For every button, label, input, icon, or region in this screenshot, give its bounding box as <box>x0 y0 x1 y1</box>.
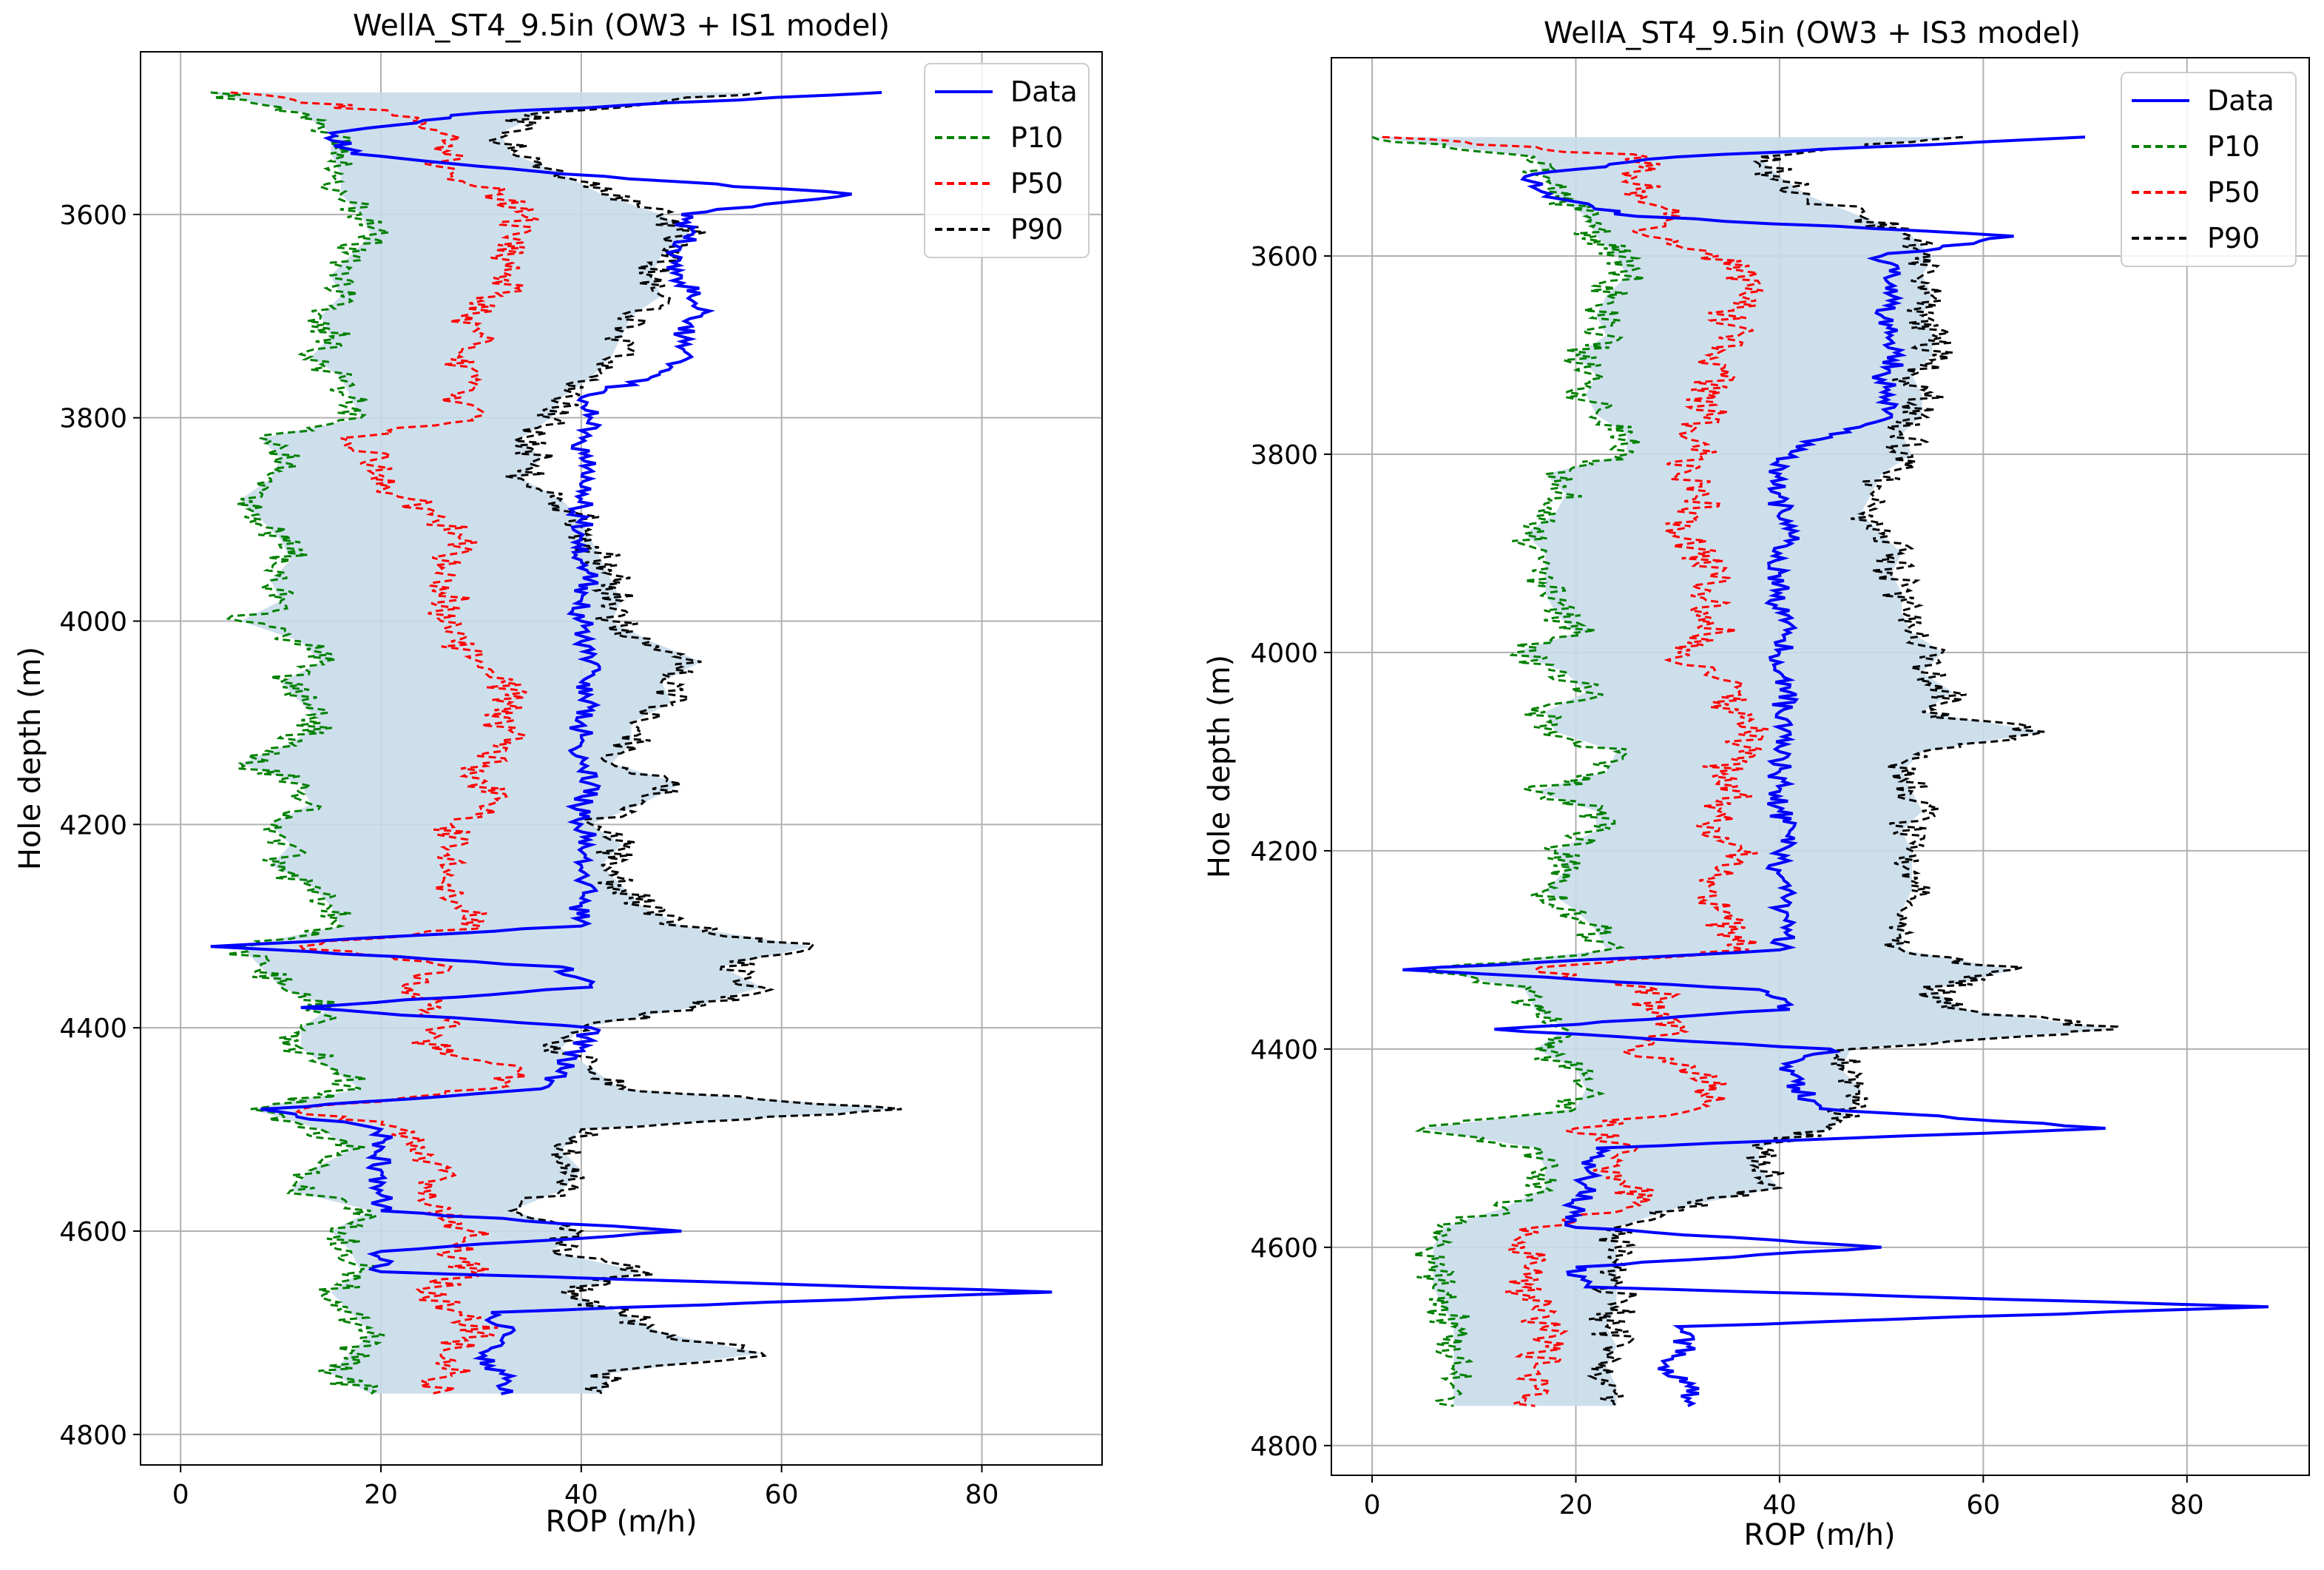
y-tick-label: 4200 <box>59 810 127 840</box>
plot-frame <box>1331 57 2310 1476</box>
y-tick-label: 3600 <box>59 201 127 231</box>
series-line-p50 <box>1382 135 1769 1407</box>
y-tick-label: 4200 <box>1250 837 1318 867</box>
shaded-band <box>210 92 902 1394</box>
legend-label-p90: P90 <box>1010 213 1063 246</box>
y-tick-label: 4800 <box>1250 1432 1318 1462</box>
x-tick-label: 40 <box>1763 1490 1797 1520</box>
y-tick-label: 4800 <box>59 1421 127 1451</box>
series-line-p90 <box>484 91 902 1395</box>
x-tick-label: 0 <box>1364 1490 1381 1520</box>
legend-label-p50: P50 <box>2207 176 2260 209</box>
x-tick-label: 60 <box>1966 1490 2000 1520</box>
series-line-data <box>210 91 1053 1395</box>
chart-left: WellA_ST4_9.5in (OW3 + IS1 model) 0 20 40 6… <box>13 9 1103 1539</box>
series-line-p10 <box>1371 135 1645 1407</box>
legend-label-data: Data <box>1010 75 1078 108</box>
legend-label-p90: P90 <box>2207 222 2260 255</box>
chart-right: WellA_ST4_9.5in (OW3 + IS3 model) 0 20 40 6… <box>1203 16 2310 1552</box>
series-lines <box>1371 135 2269 1407</box>
y-tick-label: 3800 <box>59 404 127 434</box>
y-tick-label: 4000 <box>1250 639 1318 669</box>
y-tick-label: 3800 <box>1250 440 1318 471</box>
legend: Data P10 P50 P90 <box>924 63 1090 258</box>
chart-title: WellA_ST4_9.5in (OW3 + IS1 model) <box>353 9 890 43</box>
y-axis-label: Hole depth (m) <box>13 647 47 870</box>
y-tick-label: 4000 <box>59 607 127 637</box>
p10-p90-band <box>210 92 902 1394</box>
legend-frame <box>924 63 1090 258</box>
p10-p90-band <box>1372 137 2116 1406</box>
x-tick-label: 40 <box>564 1480 598 1510</box>
shaded-band <box>1372 137 2116 1406</box>
x-tick-label: 80 <box>2170 1490 2204 1520</box>
y-tick-label: 4600 <box>1250 1233 1318 1264</box>
axis-ticks: 0 20 40 60 80 3600 3800 4000 4200 4400 4600 4800 <box>59 201 999 1510</box>
y-tick-label: 4600 <box>59 1217 127 1247</box>
series-lines <box>210 91 1053 1395</box>
series-line-p90 <box>1587 135 2119 1407</box>
x-tick-label: 20 <box>364 1480 398 1510</box>
y-tick-label: 4400 <box>59 1014 127 1044</box>
x-axis-label: ROP (m/h) <box>1743 1518 1895 1552</box>
legend-frame <box>2121 72 2297 267</box>
legend: Data P10 P50 P90 <box>2121 72 2297 267</box>
y-tick-label: 3600 <box>1250 242 1318 272</box>
series-line-p10 <box>210 91 390 1395</box>
chart-title: WellA_ST4_9.5in (OW3 + IS3 model) <box>1544 16 2081 50</box>
x-tick-label: 80 <box>965 1480 999 1510</box>
x-tick-label: 60 <box>765 1480 799 1510</box>
x-tick-label: 20 <box>1559 1490 1593 1520</box>
legend-label-p10: P10 <box>2207 130 2260 163</box>
x-axis-label: ROP (m/h) <box>545 1505 697 1539</box>
legend-label-p50: P50 <box>1010 167 1063 200</box>
series-line-p50 <box>230 91 539 1395</box>
x-tick-label: 0 <box>172 1480 189 1510</box>
y-axis-label: Hole depth (m) <box>1203 655 1237 878</box>
axis-ticks: 0 20 40 60 80 3600 3800 4000 4200 4400 4600 4800 <box>1250 242 2203 1520</box>
plot-frame <box>140 51 1103 1466</box>
legend-label-data: Data <box>2207 84 2274 117</box>
legend-label-p10: P10 <box>1010 121 1063 154</box>
series-line-data <box>1402 135 2269 1407</box>
y-tick-label: 4400 <box>1250 1035 1318 1065</box>
